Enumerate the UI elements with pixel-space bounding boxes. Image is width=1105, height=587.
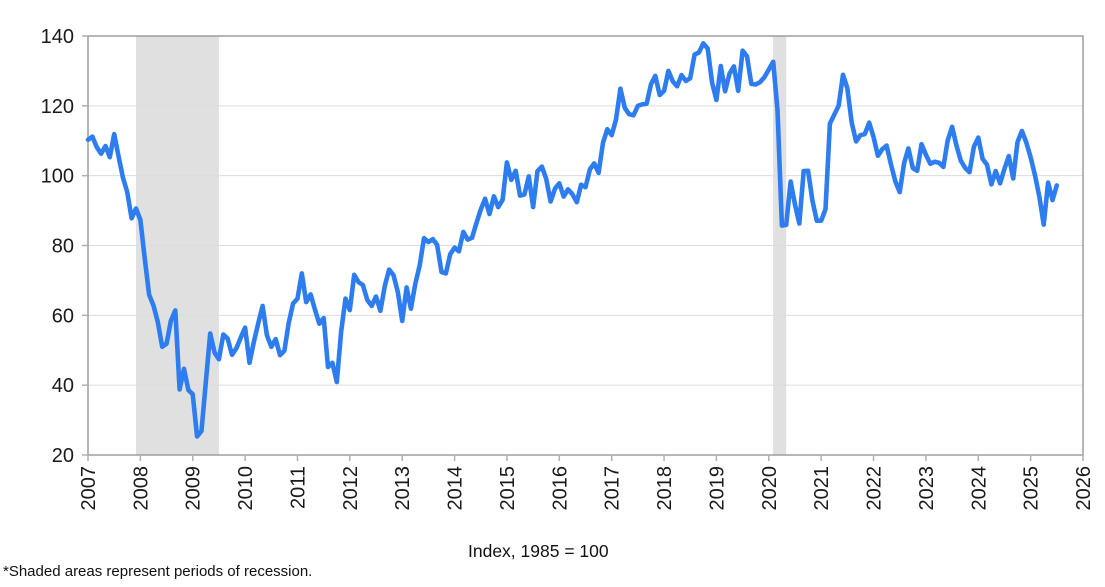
consumer-confidence-line — [85, 40, 1060, 439]
x-tick-label: 2020 — [759, 466, 781, 511]
x-tick-label: 2026 — [1073, 466, 1095, 511]
footnote-recession-note: *Shaded areas represent periods of reces… — [3, 562, 313, 580]
y-tick-label: 60 — [52, 305, 74, 327]
x-tick-label: 2019 — [706, 466, 728, 511]
x-tick-label: 2023 — [916, 466, 938, 511]
x-tick-label: 2016 — [549, 466, 571, 511]
x-tick-label: 2008 — [130, 466, 152, 511]
x-tick-label: 2025 — [1021, 466, 1043, 511]
x-tick-label: 2022 — [864, 466, 886, 511]
x-tick-label: 2007 — [78, 466, 100, 511]
x-tick-label: 2024 — [968, 466, 990, 511]
x-tick-label: 2017 — [602, 466, 624, 511]
x-tick-label: 2012 — [340, 466, 362, 511]
x-tick-label: 2018 — [654, 466, 676, 511]
footnotes-block: *Shaded areas represent periods of reces… — [3, 527, 339, 587]
x-tick-label: 2009 — [183, 466, 205, 511]
y-tick-label: 20 — [52, 445, 74, 467]
y-tick-label: 140 — [41, 26, 74, 48]
x-tick-label: 2013 — [392, 466, 414, 511]
y-tick-label: 80 — [52, 236, 74, 258]
x-tick-label: 2021 — [811, 466, 833, 511]
y-tick-label: 40 — [52, 375, 74, 397]
x-tick-label: 2010 — [235, 466, 257, 511]
y-tick-label: 100 — [41, 166, 74, 188]
x-tick-label: 2014 — [445, 466, 467, 511]
x-tick-label: 2011 — [288, 466, 310, 509]
axis-units-caption: Index, 1985 = 100 — [468, 541, 609, 561]
y-tick-label: 120 — [41, 96, 74, 118]
x-tick-label: 2015 — [497, 466, 519, 511]
